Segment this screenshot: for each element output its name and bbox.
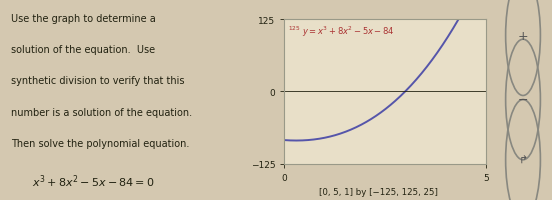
Text: +: + (518, 30, 528, 42)
Text: $^{125}\ y = x^3 + 8x^2 - 5x - 84$: $^{125}\ y = x^3 + 8x^2 - 5x - 84$ (288, 24, 395, 39)
Text: [0, 5, 1] by [−125, 125, 25]: [0, 5, 1] by [−125, 125, 25] (319, 187, 438, 196)
Text: number is a solution of the equation.: number is a solution of the equation. (10, 107, 192, 117)
Text: −: − (518, 94, 528, 106)
Text: synthetic division to verify that this: synthetic division to verify that this (10, 76, 184, 86)
Text: ↱: ↱ (518, 155, 528, 165)
Text: Use the graph to determine a: Use the graph to determine a (10, 14, 156, 24)
Text: Then solve the polynomial equation.: Then solve the polynomial equation. (10, 138, 189, 148)
Text: $x^3 + 8x^2 - 5x - 84 = 0$: $x^3 + 8x^2 - 5x - 84 = 0$ (32, 173, 155, 190)
Text: solution of the equation.  Use: solution of the equation. Use (10, 45, 155, 55)
